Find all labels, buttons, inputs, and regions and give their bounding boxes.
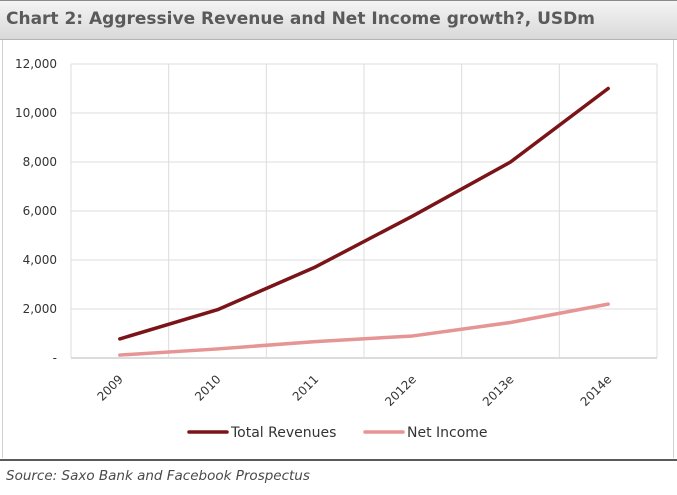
data-point: [606, 87, 610, 90]
y-tick-label: 12,000: [15, 57, 57, 71]
y-tick-label: 4,000: [23, 253, 57, 267]
series-net-income: [118, 302, 610, 357]
legend-label: Total Revenues: [230, 425, 336, 441]
x-tick-label: 2010: [192, 372, 223, 403]
x-tick-label: 2014e: [578, 372, 615, 409]
legend-label: Net Income: [407, 425, 488, 441]
y-tick-label: -: [53, 351, 57, 365]
source-divider: [0, 459, 677, 461]
y-tick-label: 10,000: [15, 106, 57, 120]
title-bar: Chart 2: Aggressive Revenue and Net Inco…: [0, 0, 677, 40]
chart-frame: - 2,000 4,000 6,000 8,000 10,000 12,000 2009 201…: [2, 40, 674, 458]
data-point: [216, 347, 219, 351]
data-point: [313, 340, 317, 344]
chart-title: Chart 2: Aggressive Revenue and Net Inco…: [6, 9, 595, 29]
data-point: [313, 265, 317, 269]
source-note: Source: Saxo Bank and Facebook Prospectu…: [6, 468, 310, 484]
y-tick-label: 6,000: [23, 204, 57, 218]
x-tick-label: 2009: [94, 372, 125, 403]
data-point: [411, 334, 415, 338]
x-tick-label: 2013e: [480, 372, 517, 409]
data-point: [509, 160, 512, 164]
line-chart: - 2,000 4,000 6,000 8,000 10,000 12,000 2009 201…: [15, 57, 658, 441]
x-tick-label: 2012e: [382, 372, 419, 409]
y-tick-label: 8,000: [23, 155, 57, 169]
data-point: [216, 308, 219, 312]
data-point: [606, 302, 610, 306]
data-point: [411, 214, 415, 218]
x-tick-label: 2011: [290, 372, 321, 403]
data-point: [509, 320, 512, 324]
data-point: [118, 337, 122, 341]
series-total-revenues: [118, 86, 610, 341]
y-tick-label: 2,000: [23, 302, 57, 316]
data-point: [118, 353, 122, 357]
